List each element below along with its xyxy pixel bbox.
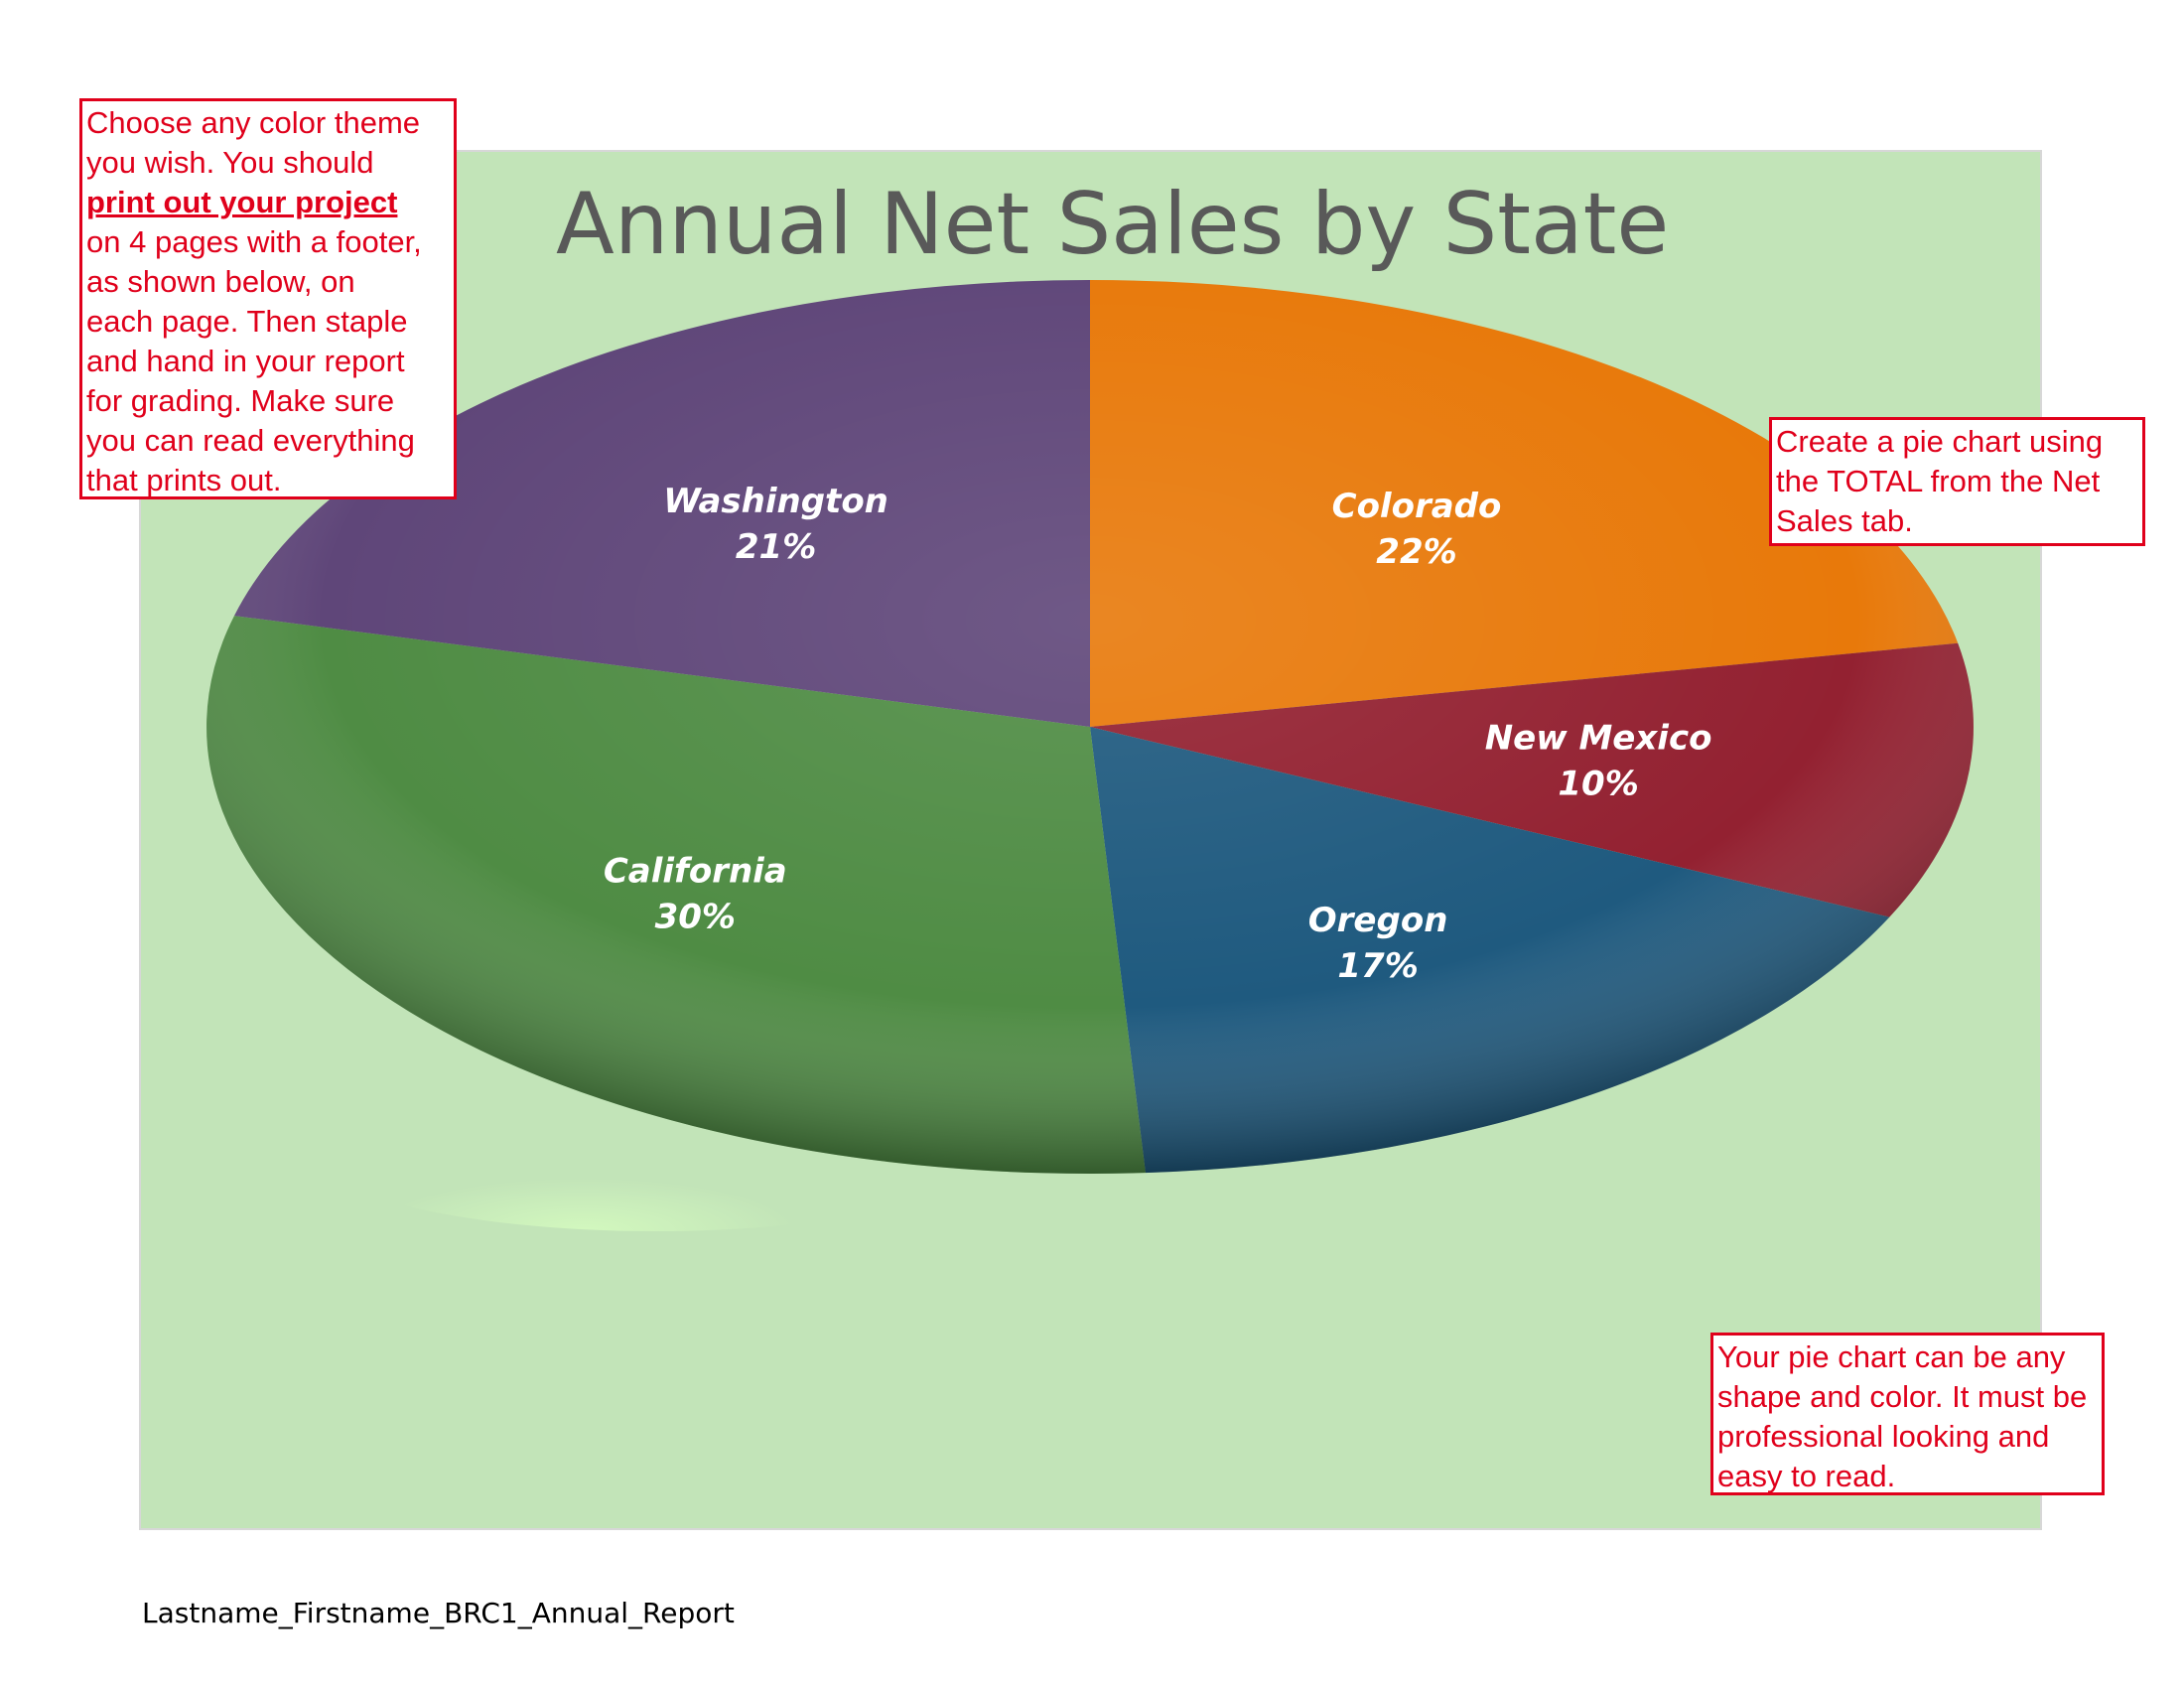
pie-shading — [206, 280, 1974, 1174]
slice-label-name: New Mexico — [1485, 719, 1712, 759]
slice-label-percent: 22% — [1376, 532, 1456, 572]
slice-label-name: Oregon — [1308, 901, 1448, 940]
slice-label-name: California — [604, 851, 787, 891]
note-left-line: you can read everything — [86, 423, 415, 458]
slice-label-percent: 10% — [1558, 765, 1638, 804]
note-left-line: and hand in your report — [86, 344, 405, 378]
note-left-line: as shown below, on — [86, 264, 355, 299]
note-left-line: Choose any color theme — [86, 105, 421, 140]
slice-label-name: Colorado — [1332, 487, 1502, 526]
slice-label-percent: 30% — [655, 897, 736, 936]
instruction-note-pie-total: Create a pie chart using the TOTAL from … — [1769, 417, 2145, 546]
page-footer: Lastname_Firstname_BRC1_Annual_Report — [142, 1597, 735, 1629]
note-left-line: you wish. You should — [86, 145, 374, 180]
slice-label-name: Washington — [663, 482, 888, 521]
chart-title: Annual Net Sales by State — [556, 175, 1670, 274]
note-left-line: each page. Then staple — [86, 304, 408, 339]
note-left-line: on 4 pages with a footer, — [86, 224, 422, 259]
instruction-note-pie-style: Your pie chart can be any shape and colo… — [1710, 1333, 2105, 1495]
slice-label-percent: 17% — [1337, 946, 1418, 986]
note-left-line: for grading. Make sure — [86, 383, 395, 418]
pie-highlight — [298, 1053, 1013, 1231]
slice-label-percent: 21% — [736, 527, 816, 567]
note-left-emphasis: print out your project — [86, 185, 398, 219]
note-left-line: that prints out. — [86, 463, 282, 497]
instruction-note-left: Choose any color theme you wish. You sho… — [79, 98, 457, 499]
